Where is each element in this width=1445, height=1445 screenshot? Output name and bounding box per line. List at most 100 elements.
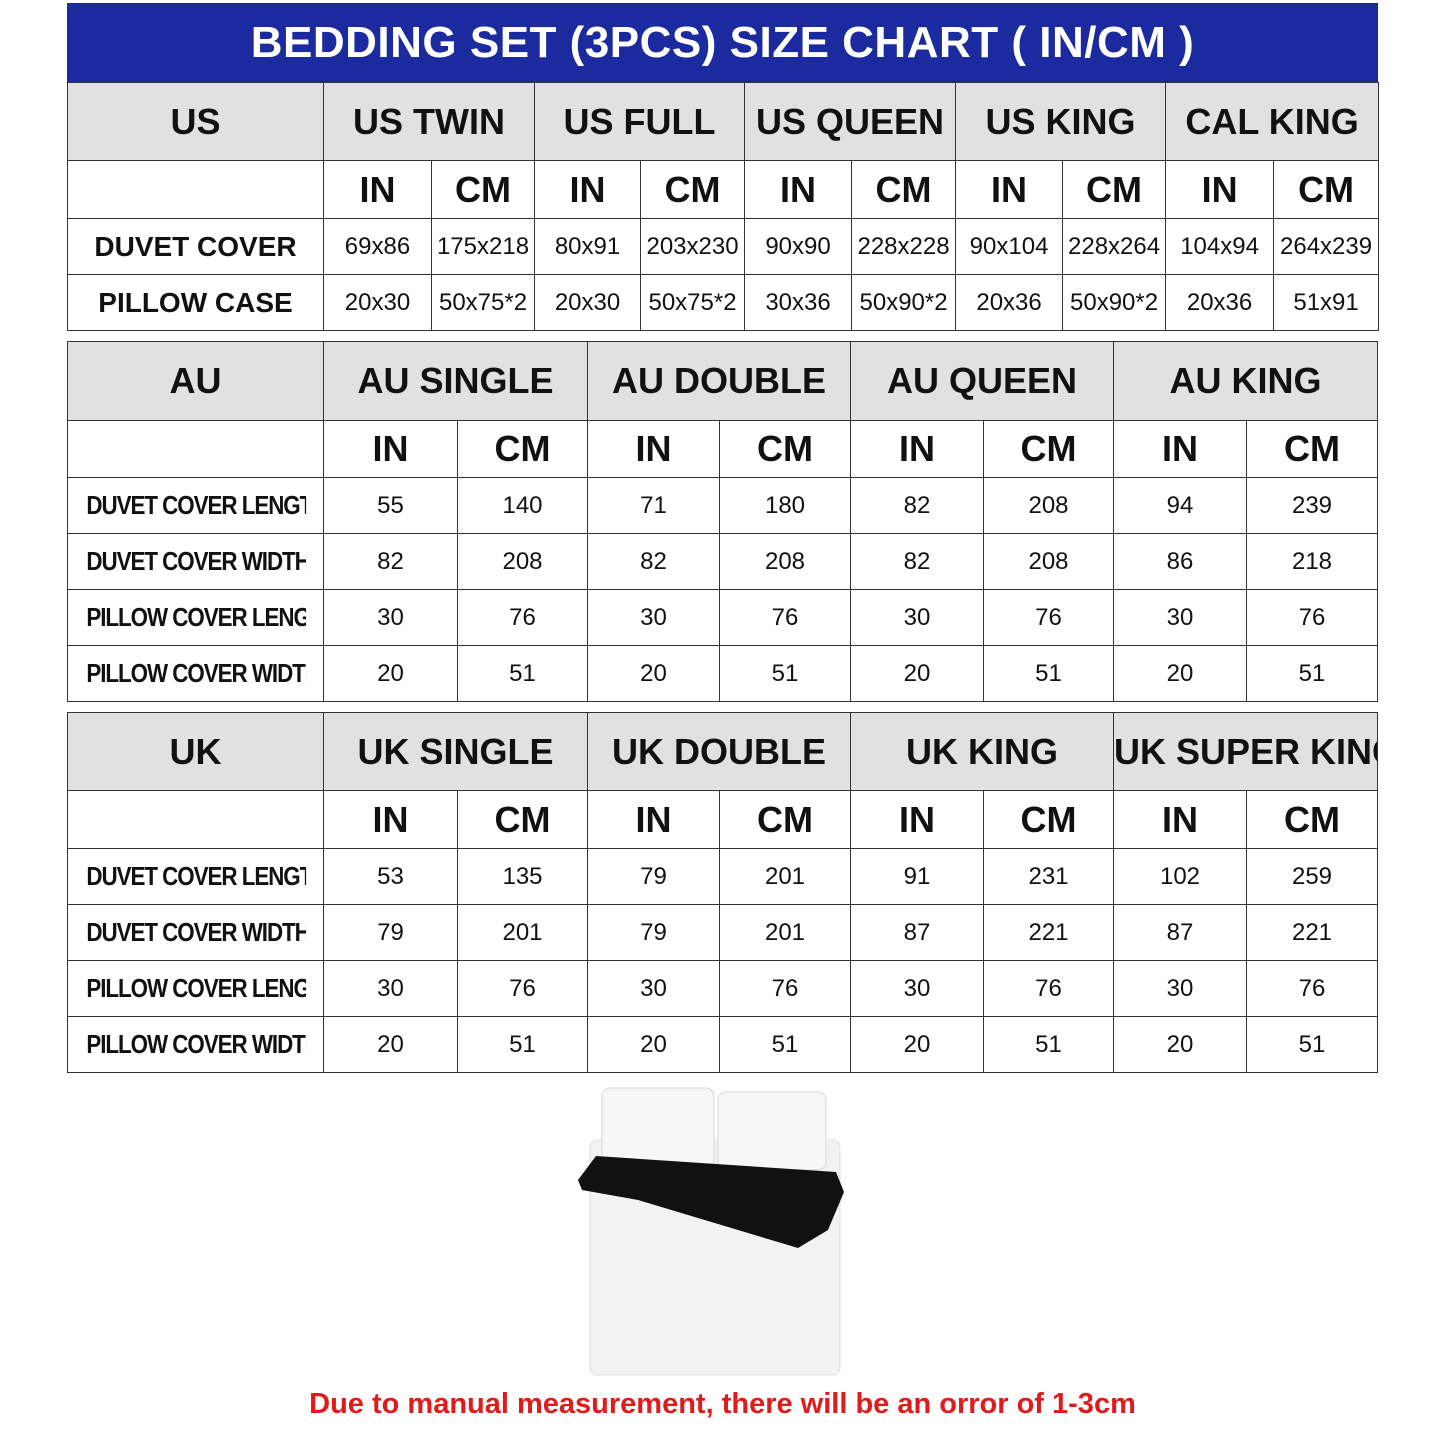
au-size-table: AU AU SINGLE AU DOUBLE AU QUEEN AU KING IN CM I…: [67, 341, 1379, 702]
black-duvet-fold: [578, 1156, 844, 1248]
unit-header: CM: [1062, 160, 1167, 219]
unit-header: IN: [323, 160, 432, 219]
value-cell: 201: [456, 904, 589, 961]
value-cell: 231: [983, 848, 1115, 905]
unit-header: IN: [534, 160, 642, 219]
region-header: AU: [67, 341, 324, 421]
value-cell: 76: [456, 960, 589, 1017]
value-cell: 104x94: [1165, 218, 1275, 275]
value-cell: 51: [983, 1016, 1115, 1073]
row-label: PILLOW CASE: [67, 274, 324, 331]
value-cell: 239: [1246, 477, 1379, 534]
value-cell: 20: [850, 1016, 985, 1073]
unit-header: IN: [955, 160, 1064, 219]
value-cell: 180: [719, 477, 852, 534]
value-cell: 30: [323, 960, 458, 1017]
unit-row: IN CM IN CM IN CM IN CM: [67, 420, 1379, 478]
row-label: PILLOW COVER WIDTH: [84, 1016, 307, 1073]
value-cell: 208: [719, 533, 852, 590]
value-cell: 208: [456, 533, 589, 590]
unit-header: CM: [1246, 790, 1379, 849]
value-cell: 20x30: [534, 274, 642, 331]
value-cell: 203x230: [640, 218, 746, 275]
value-cell: 90x90: [744, 218, 853, 275]
measurement-note: Due to manual measurement, there will be…: [309, 1388, 1136, 1420]
value-cell: 50x90*2: [1062, 274, 1167, 331]
value-cell: 228x264: [1062, 218, 1167, 275]
value-cell: 30x36: [744, 274, 853, 331]
unit-header: CM: [719, 420, 852, 478]
table-row: PILLOW COVER LENGTH3076307630763076: [68, 589, 1379, 646]
size-header: UK SINGLE: [322, 712, 589, 791]
value-cell: 221: [983, 904, 1115, 961]
table-row: DUVET COVER 69x86 175x218 80x91 203x230 90x90…: [67, 218, 1380, 275]
value-cell: 86: [1113, 533, 1248, 590]
table-row: PILLOW COVER LENGTH3076307630763076: [68, 960, 1379, 1017]
size-header: US TWIN: [322, 82, 536, 161]
value-cell: 102: [1113, 848, 1248, 905]
value-cell: 51: [456, 645, 589, 702]
value-cell: 20: [1113, 1016, 1248, 1073]
size-header: UK DOUBLE: [587, 712, 852, 791]
value-cell: 175x218: [430, 218, 536, 275]
row-label: PILLOW COVER WIDTH: [84, 645, 307, 702]
unit-header: CM: [640, 160, 746, 219]
row-label: PILLOW COVER LENGTH: [84, 960, 307, 1017]
size-header: AU DOUBLE: [587, 341, 852, 421]
value-cell: 76: [719, 589, 852, 646]
unit-header: IN: [850, 420, 985, 478]
value-cell: 51: [456, 1016, 589, 1073]
unit-header: IN: [587, 790, 721, 849]
value-cell: 90x104: [955, 218, 1064, 275]
value-cell: 259: [1246, 848, 1379, 905]
unit-header: CM: [719, 790, 852, 849]
row-label: DUVET COVER WIDTH: [84, 904, 307, 961]
value-cell: 30: [1113, 589, 1248, 646]
value-cell: 20x30: [323, 274, 432, 331]
unit-header: CM: [1273, 160, 1380, 219]
unit-header: IN: [323, 420, 458, 478]
value-cell: 50x75*2: [640, 274, 746, 331]
value-cell: 201: [719, 904, 852, 961]
value-cell: 76: [983, 589, 1115, 646]
value-cell: 208: [983, 477, 1115, 534]
row-label: PILLOW COVER LENGTH: [84, 589, 307, 646]
value-cell: 53: [323, 848, 458, 905]
size-header-row: AU AU SINGLE AU DOUBLE AU QUEEN AU KING: [67, 341, 1379, 421]
value-cell: 20: [587, 1016, 721, 1073]
unit-row: IN CM IN CM IN CM IN CM IN CM: [67, 160, 1380, 219]
value-cell: 208: [983, 533, 1115, 590]
row-label: DUVET COVER LENGTH: [84, 848, 307, 905]
value-cell: 79: [587, 848, 721, 905]
table-row: DUVET COVER LENGTH 55 140 71 180 82 208 94 239: [68, 477, 1379, 534]
value-cell: 201: [719, 848, 852, 905]
value-cell: 51: [719, 1016, 852, 1073]
value-cell: 140: [456, 477, 589, 534]
value-cell: 79: [323, 904, 458, 961]
empty-cell: [67, 160, 324, 219]
value-cell: 20: [1113, 645, 1248, 702]
table-row: DUVET COVER WIDTH 79 201 79 201 87 221 87 221: [68, 904, 1379, 961]
size-header-row: UK UK SINGLE UK DOUBLE UK KING UK SUPER KING: [67, 712, 1379, 791]
unit-header: CM: [851, 160, 957, 219]
table-row: DUVET COVER WIDTH 82 208 82 208 82 208 86 218: [68, 533, 1379, 590]
row-label: DUVET COVER: [67, 218, 324, 275]
value-cell: 50x90*2: [851, 274, 957, 331]
value-cell: 87: [1113, 904, 1248, 961]
value-cell: 135: [456, 848, 589, 905]
value-cell: 30: [850, 589, 985, 646]
value-cell: 76: [719, 960, 852, 1017]
value-cell: 76: [1246, 589, 1379, 646]
value-cell: 79: [587, 904, 721, 961]
value-cell: 82: [850, 477, 985, 534]
value-cell: 71: [587, 477, 721, 534]
value-cell: 20x36: [955, 274, 1064, 331]
unit-row: IN CM IN CM IN CM IN CM: [67, 790, 1379, 849]
unit-header: IN: [1165, 160, 1275, 219]
value-cell: 51: [719, 645, 852, 702]
value-cell: 76: [456, 589, 589, 646]
unit-header: CM: [456, 790, 589, 849]
size-header: AU QUEEN: [850, 341, 1115, 421]
value-cell: 82: [587, 533, 721, 590]
unit-header: IN: [744, 160, 853, 219]
